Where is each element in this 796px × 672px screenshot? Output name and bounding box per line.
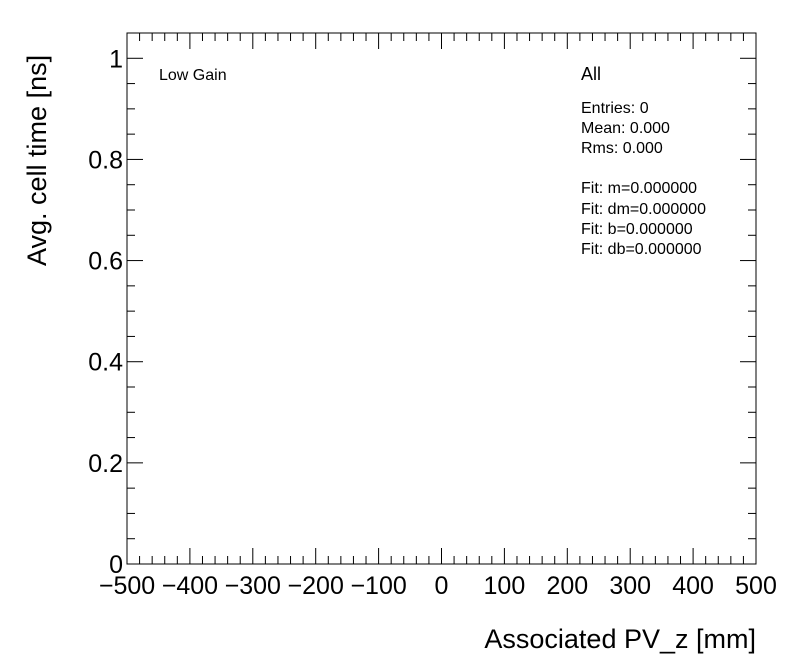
- fit-db: Fit: db=0.000000: [581, 241, 702, 258]
- stats-rms: Rms: 0.000: [581, 140, 663, 157]
- x-tick-label: 300: [609, 572, 651, 600]
- stats-entries: Entries: 0: [581, 100, 649, 117]
- y-axis-ticks: [127, 32, 756, 565]
- y-tick-label: 0.8: [88, 146, 123, 174]
- x-tick-label: 400: [672, 572, 714, 600]
- y-tick-label: 1: [109, 45, 123, 73]
- x-axis-tick-labels: −500 −400 −300 −200 −100 0 100 200 300 400 500: [99, 572, 777, 600]
- stats-title: All: [581, 64, 601, 84]
- y-tick-label: 0: [109, 551, 123, 579]
- x-tick-label: 100: [484, 572, 526, 600]
- y-tick-label: 0.2: [88, 450, 123, 478]
- x-tick-label: 0: [435, 572, 449, 600]
- y-tick-label: 0.6: [88, 248, 123, 276]
- fit-dm: Fit: dm=0.000000: [581, 201, 706, 218]
- x-tick-label: −400: [162, 572, 218, 600]
- stats-mean: Mean: 0.000: [581, 120, 670, 137]
- y-tick-label: 0.4: [88, 349, 123, 377]
- x-tick-label: 200: [546, 572, 588, 600]
- y-axis-tick-labels: 0 0.2 0.4 0.6 0.8 1: [88, 45, 123, 579]
- x-tick-label: −100: [350, 572, 406, 600]
- x-axis-title: Associated PV_z [mm]: [484, 624, 756, 654]
- fit-b: Fit: b=0.000000: [581, 221, 693, 238]
- x-axis-ticks: [126, 33, 757, 564]
- x-tick-label: −200: [288, 572, 344, 600]
- gain-label: Low Gain: [159, 67, 227, 84]
- plot-frame: [126, 32, 757, 565]
- y-axis-title: Avg. cell time [ns]: [22, 55, 52, 266]
- x-tick-label: −300: [225, 572, 281, 600]
- x-tick-label: 500: [735, 572, 777, 600]
- x-tick-label: −500: [99, 572, 155, 600]
- fit-m: Fit: m=0.000000: [581, 180, 697, 197]
